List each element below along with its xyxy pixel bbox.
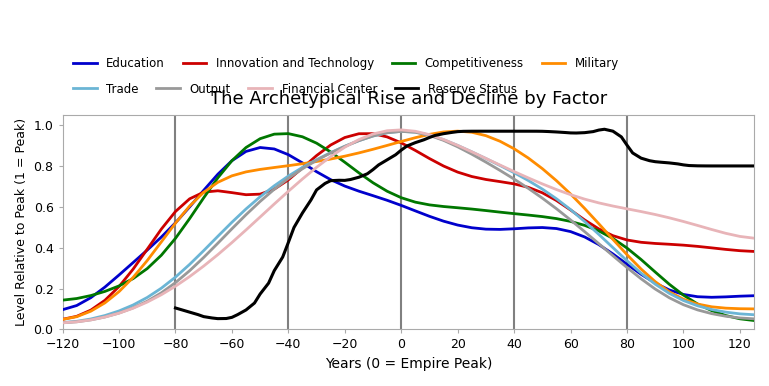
Title: The Archetypical Rise and Decline by Factor: The Archetypical Rise and Decline by Fac…: [210, 90, 607, 108]
Y-axis label: Level Relative to Peak (1 = Peak): Level Relative to Peak (1 = Peak): [15, 118, 28, 326]
X-axis label: Years (0 = Empire Peak): Years (0 = Empire Peak): [325, 357, 492, 371]
Legend: Trade, Output, Financial Center, Reserve Status: Trade, Output, Financial Center, Reserve…: [68, 78, 521, 100]
